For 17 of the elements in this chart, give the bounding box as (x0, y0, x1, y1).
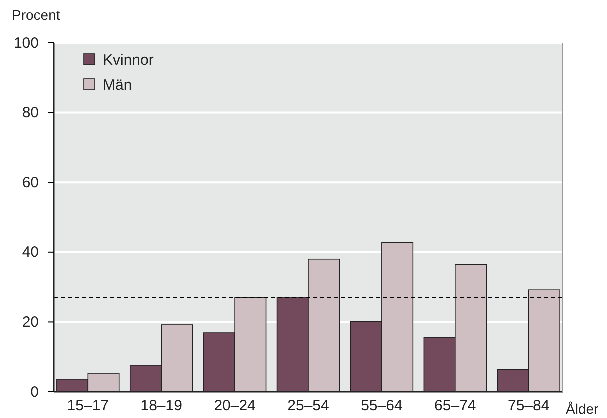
x-tick-label: 25–54 (288, 398, 330, 415)
y-tick-label: 60 (22, 174, 39, 192)
y-axis-title: Procent (12, 7, 60, 23)
legend-label: Kvinnor (103, 52, 154, 69)
x-tick-label: 65–74 (434, 398, 476, 415)
x-tick-label: 18–19 (140, 398, 182, 415)
y-tick-label: 40 (22, 244, 39, 262)
y-tick-label: 20 (22, 314, 39, 331)
y-tick-label: 80 (22, 104, 39, 122)
legend-label: Män (103, 77, 132, 94)
x-tick-label: 55–64 (361, 398, 403, 415)
y-tick-label: 0 (30, 384, 39, 401)
x-axis-title: Ålder (566, 401, 600, 417)
y-tick-label: 100 (14, 34, 39, 52)
x-tick-label: 15–17 (67, 398, 110, 415)
x-tick-label: 20–24 (214, 398, 256, 415)
x-tick-label: 75–84 (508, 398, 550, 415)
